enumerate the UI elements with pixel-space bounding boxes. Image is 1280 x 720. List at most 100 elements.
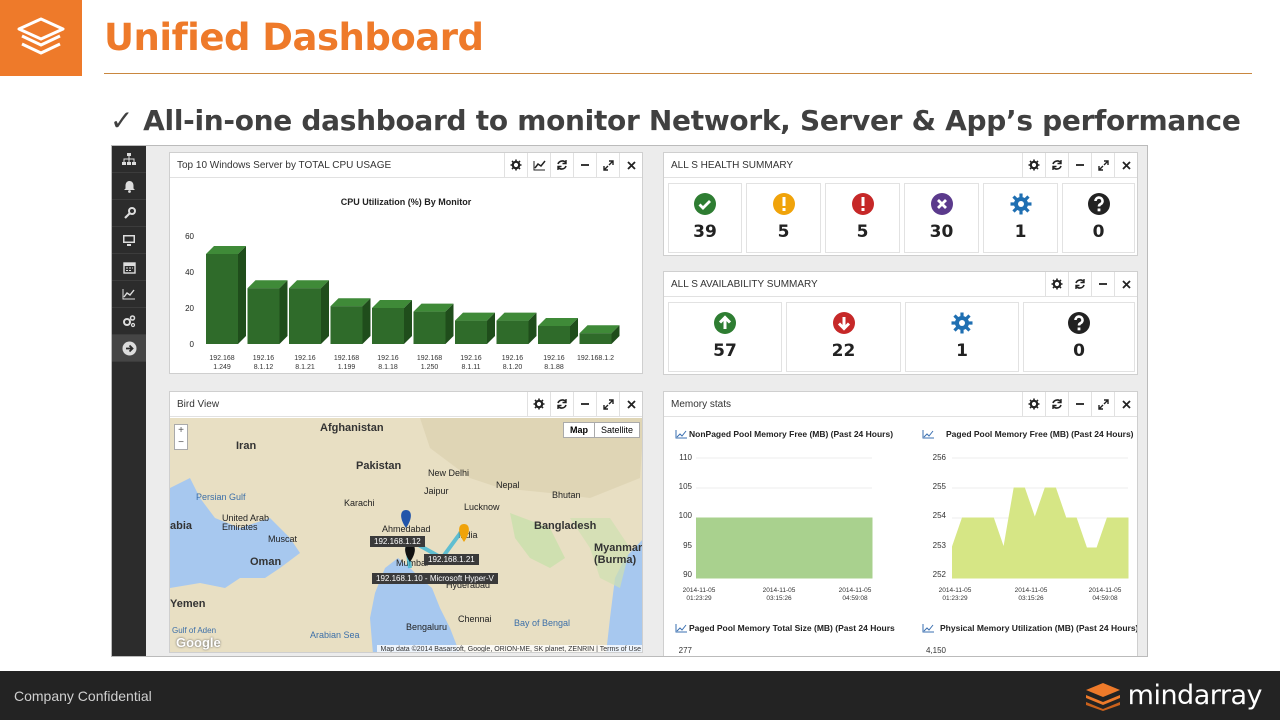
health-card-ok[interactable]: 39 <box>668 183 742 253</box>
arrow-right-circle-icon[interactable] <box>112 335 146 362</box>
y-tick-label: 60 <box>185 232 194 241</box>
availability-card-unknown[interactable]: 0 <box>1023 302 1135 372</box>
settings-gear-icon[interactable] <box>1045 272 1068 297</box>
close-icon[interactable] <box>619 153 642 178</box>
settings-gear-icon[interactable] <box>1022 392 1045 417</box>
satellite-button[interactable]: Satellite <box>593 423 639 437</box>
chart-line-icon[interactable] <box>112 281 146 308</box>
map-node-tag[interactable]: 192.168.1.21 <box>424 554 479 565</box>
expand-icon[interactable] <box>1091 392 1114 417</box>
availability-card-down[interactable]: 22 <box>786 302 901 372</box>
availability-card-up[interactable]: 57 <box>668 302 782 372</box>
map-place-label: Lucknow <box>464 502 500 512</box>
checkmark-icon: ✓ <box>110 104 134 137</box>
y-tick: 253 <box>932 541 946 550</box>
settings-gear-icon[interactable] <box>527 392 550 417</box>
refresh-icon[interactable] <box>550 392 573 417</box>
bell-icon[interactable] <box>112 173 146 200</box>
panel-title: ALL S HEALTH SUMMARY <box>671 159 794 171</box>
panel-tools <box>1022 153 1137 178</box>
settings-gear-icon[interactable] <box>1022 153 1045 178</box>
monitor-icon[interactable] <box>112 227 146 254</box>
y-tick: 95 <box>683 541 692 550</box>
memory-chart-title: Paged Pool Memory Free (MB) (Past 24 Hou… <box>946 429 1134 439</box>
panel-title: ALL S AVAILABILITY SUMMARY <box>671 278 818 290</box>
health-card-warning[interactable]: 5 <box>746 183 821 253</box>
map-button[interactable]: Map <box>569 425 588 435</box>
map-place-label: Bay of Bengal <box>514 618 571 628</box>
question-circle-icon <box>1068 312 1090 334</box>
map-place-label: Bhutan <box>552 490 581 500</box>
health-card-down[interactable]: 30 <box>904 183 979 253</box>
refresh-icon[interactable] <box>550 153 573 178</box>
map-node-tag[interactable]: 192.168.1.10 - Microsoft Hyper-V <box>372 573 498 584</box>
close-icon[interactable] <box>1114 153 1137 178</box>
trend-chart-icon[interactable] <box>527 153 550 178</box>
health-count: 5 <box>856 222 869 242</box>
minimize-icon[interactable] <box>573 392 596 417</box>
title-divider <box>104 73 1252 74</box>
panel-header: ALL S HEALTH SUMMARY <box>664 153 1137 178</box>
x-tick-label: 8.1.88 <box>544 364 564 371</box>
zoom-in-button[interactable]: + <box>178 425 184 436</box>
x-tick: 2014-11-05 01:23:29 <box>682 587 716 602</box>
bar <box>247 280 288 344</box>
chart-line-icon <box>922 430 934 439</box>
brand-name: mindarray <box>1127 680 1263 711</box>
refresh-icon[interactable] <box>1068 272 1091 297</box>
x-tick-label: 8.1.11 <box>462 364 481 371</box>
map-place-label: Hyderabad <box>446 580 491 590</box>
minimize-icon[interactable] <box>1068 153 1091 178</box>
minimize-icon[interactable] <box>573 153 596 178</box>
bullet-point: ✓ All-in-one dashboard to monitor Network… <box>110 104 1241 137</box>
cpu-bar-chart: 6040200192.1681.249192.168.1.12192.168.1… <box>185 232 620 371</box>
arrow-down-circle-icon <box>832 312 855 334</box>
expand-icon[interactable] <box>596 153 619 178</box>
expand-icon[interactable] <box>1091 153 1114 178</box>
health-card-critical[interactable]: 5 <box>825 183 900 253</box>
health-card-unknown[interactable]: 0 <box>1062 183 1135 253</box>
y-tick: 105 <box>678 482 692 491</box>
check-circle-icon <box>694 193 716 215</box>
availability-count: 0 <box>1073 341 1085 361</box>
refresh-icon[interactable] <box>1045 392 1068 417</box>
availability-card-maintenance[interactable]: 1 <box>905 302 1019 372</box>
minimize-icon[interactable] <box>1068 392 1091 417</box>
panel-tools <box>1022 392 1137 417</box>
close-icon[interactable] <box>619 392 642 417</box>
refresh-icon[interactable] <box>1045 153 1068 178</box>
area-series <box>696 517 873 579</box>
expand-icon[interactable] <box>596 392 619 417</box>
map-node-tag[interactable]: 192.168.1.12 <box>370 536 425 547</box>
chart-line-icon <box>675 430 687 439</box>
health-count: 30 <box>929 222 954 242</box>
panel-title: Bird View <box>177 398 220 410</box>
y-tick: 252 <box>932 570 946 579</box>
gear-icon <box>1010 193 1031 215</box>
x-tick-label: 8.1.21 <box>295 364 315 371</box>
bullet-text: All-in-one dashboard to monitor Network,… <box>143 104 1241 137</box>
area-series <box>952 487 1129 579</box>
bar <box>330 298 371 344</box>
zoom-out-button[interactable]: − <box>178 437 184 448</box>
bird-view-panel: Bird View + <box>169 391 643 653</box>
health-card-maintenance[interactable]: 1 <box>983 183 1058 253</box>
gears-icon[interactable] <box>112 308 146 335</box>
settings-gear-icon[interactable] <box>504 153 527 178</box>
map-place-label: Myanmar (Burma) <box>594 542 643 566</box>
map-place-label: Nepal <box>496 480 520 490</box>
close-icon[interactable] <box>1114 272 1137 297</box>
bar <box>455 312 495 344</box>
minimize-icon[interactable] <box>1091 272 1114 297</box>
y-tick: 254 <box>932 511 946 520</box>
calendar-icon[interactable] <box>112 254 146 281</box>
map-canvas[interactable]: + − Map Satellite Afghanistan Iran Pakis… <box>170 418 643 652</box>
topology-icon[interactable] <box>112 146 146 173</box>
health-count: 1 <box>1014 222 1027 242</box>
bar <box>538 318 578 344</box>
y-tick: 4,150 <box>925 646 946 655</box>
bar <box>496 312 537 344</box>
wrench-icon[interactable] <box>112 200 146 227</box>
close-icon[interactable] <box>1114 392 1137 417</box>
availability-count: 57 <box>713 341 737 361</box>
